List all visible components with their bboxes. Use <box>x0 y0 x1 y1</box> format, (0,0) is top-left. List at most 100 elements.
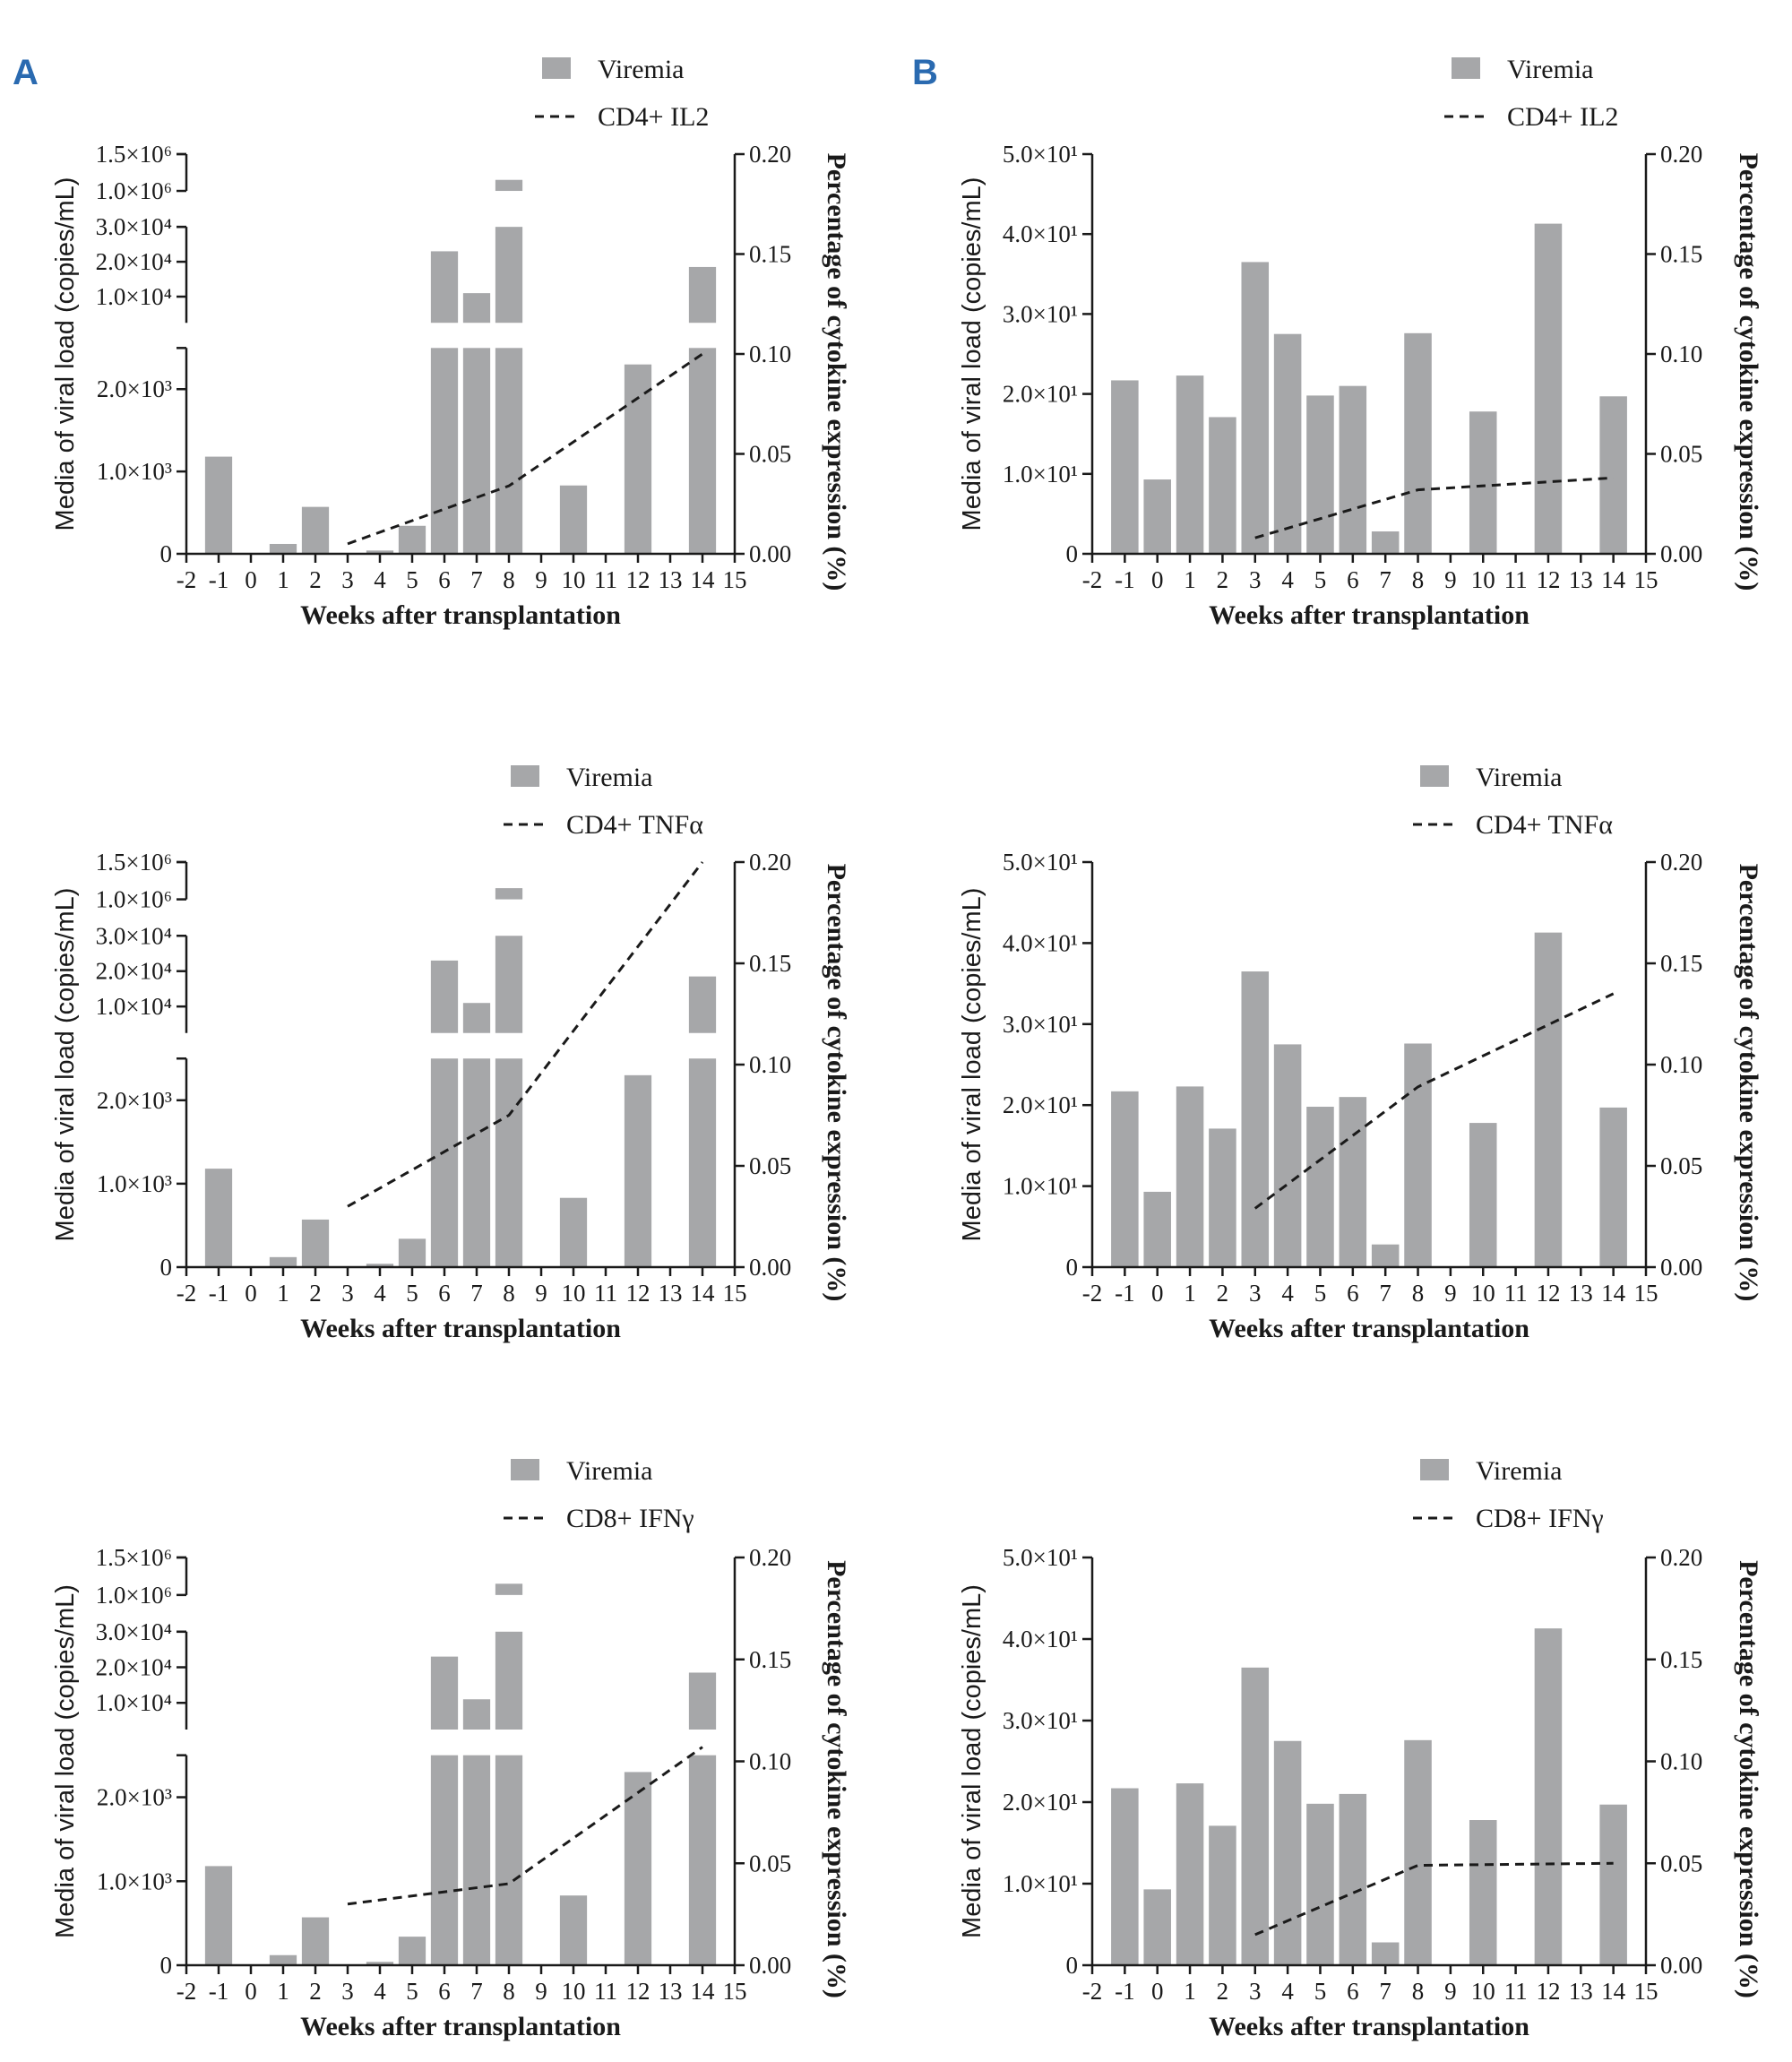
x-tick-label: 2 <box>309 566 322 593</box>
y2-axis-title: Percentage of cytokine expression (%) <box>822 864 851 1302</box>
viremia-bar <box>1339 1097 1367 1267</box>
viremia-bar <box>462 1755 491 1965</box>
x-tick-label: 13 <box>659 1978 683 2005</box>
x-tick-label: 11 <box>1504 566 1528 593</box>
x-tick-label: 14 <box>691 566 716 593</box>
legend-label-viremia: Viremia <box>566 763 653 792</box>
y2-axis-title: Percentage of cytokine expression (%) <box>822 153 851 591</box>
viremia-bar <box>1371 1942 1400 1965</box>
x-tick-label: 9 <box>535 1978 547 2005</box>
y-tick-label: 3.0×10¹ <box>1003 1707 1078 1734</box>
viremia-bar <box>204 1866 233 1965</box>
y-tick-label: 5.0×10¹ <box>1003 849 1078 876</box>
x-tick-label: 4 <box>1281 566 1294 593</box>
viremia-bar <box>1599 1804 1627 1965</box>
x-tick-label: 12 <box>1536 566 1560 593</box>
x-tick-label: -2 <box>1082 1280 1103 1307</box>
y2-axis-title: Percentage of cytokine expression (%) <box>1734 1560 1763 1998</box>
x-tick-label: 11 <box>594 1978 617 2005</box>
legend-swatch-viremia <box>1420 765 1449 787</box>
viremia-bar <box>269 1256 297 1267</box>
y-tick-label: 1.5×10⁶ <box>96 1544 172 1571</box>
viremia-bar <box>1404 1739 1432 1965</box>
y-tick-label: 1.0×10³ <box>97 458 172 485</box>
x-tick-label: 7 <box>470 1280 483 1307</box>
y-tick-label: 0 <box>1066 1254 1079 1281</box>
viremia-bar <box>624 1074 652 1267</box>
y-tick-label: 4.0×10¹ <box>1003 1626 1078 1652</box>
y-tick-label: 3.0×10⁴ <box>96 922 172 949</box>
viremia-bar <box>1111 380 1139 554</box>
viremia-bar <box>430 251 459 324</box>
viremia-bar <box>1371 531 1400 554</box>
x-tick-label: 3 <box>1249 566 1262 593</box>
x-tick-label: -1 <box>1115 1280 1135 1307</box>
x-tick-label: 5 <box>406 566 418 593</box>
x-tick-label: 12 <box>626 1280 650 1307</box>
cytokine-line <box>1254 992 1615 1210</box>
viremia-bar <box>204 456 233 554</box>
x-tick-label: -1 <box>209 1280 229 1307</box>
x-tick-label: 0 <box>245 1978 257 2005</box>
y-tick-label: 2.0×10³ <box>97 1087 172 1114</box>
y2-tick-label: 0.20 <box>749 141 791 168</box>
x-tick-label: 11 <box>594 566 617 593</box>
x-tick-label: 2 <box>309 1978 322 2005</box>
y2-tick-label: 0.00 <box>1660 540 1702 567</box>
y-axis-title: Media of viral load (copies/mL) <box>958 888 986 1242</box>
x-tick-label: 4 <box>1281 1978 1294 2005</box>
y-tick-label: 1.0×10⁶ <box>96 1582 172 1609</box>
cytokine-line <box>347 352 703 546</box>
x-tick-label: 7 <box>1379 1280 1391 1307</box>
x-tick-label: -1 <box>1115 1978 1135 2005</box>
x-tick-label: 11 <box>1504 1280 1528 1307</box>
y2-tick-label: 0.05 <box>1660 441 1702 468</box>
x-tick-label: 5 <box>1314 1978 1327 2005</box>
x-tick-label: 1 <box>1184 1978 1196 2005</box>
viremia-bar <box>430 1656 459 1730</box>
viremia-bar <box>495 348 523 554</box>
x-tick-label: 3 <box>1249 1978 1262 2005</box>
x-tick-label: 9 <box>535 566 547 593</box>
viremia-bar <box>1209 1128 1236 1267</box>
viremia-bar <box>495 1583 523 1595</box>
legend-label-viremia: Viremia <box>1476 763 1563 792</box>
viremia-bar <box>430 348 459 554</box>
x-tick-label: 10 <box>1471 1978 1495 2005</box>
y2-tick-label: 0.10 <box>749 341 791 367</box>
y2-tick-label: 0.20 <box>1660 141 1702 168</box>
viremia-bar <box>1534 223 1563 554</box>
viremia-bar <box>1176 1086 1204 1267</box>
viremia-bar <box>1176 1783 1204 1965</box>
viremia-bar <box>301 506 330 554</box>
x-tick-label: 9 <box>1444 1978 1457 2005</box>
x-tick-label: 5 <box>406 1978 418 2005</box>
x-tick-label: 13 <box>1569 1280 1593 1307</box>
y-tick-label: 1.0×10¹ <box>1003 1173 1078 1200</box>
viremia-bar <box>462 293 491 324</box>
x-tick-label: 9 <box>535 1280 547 1307</box>
y2-tick-label: 0.10 <box>749 1051 791 1078</box>
viremia-bar <box>1339 1793 1367 1965</box>
viremia-bar <box>688 976 717 1033</box>
y2-tick-label: 0.15 <box>1660 241 1702 268</box>
x-tick-label: 8 <box>503 1978 515 2005</box>
viremia-bar <box>1599 1107 1627 1267</box>
x-tick-label: 9 <box>1444 566 1457 593</box>
y2-tick-label: 0.10 <box>749 1748 791 1775</box>
x-tick-label: -2 <box>1082 1978 1103 2005</box>
legend-label-line: CD8+ IFNγ <box>1476 1504 1604 1533</box>
legend-label-line: CD8+ IFNγ <box>566 1504 694 1533</box>
viremia-bar <box>688 266 717 324</box>
x-tick-label: -2 <box>177 1280 197 1307</box>
y2-tick-label: 0.00 <box>749 540 791 567</box>
x-tick-label: 9 <box>1444 1280 1457 1307</box>
y-tick-label: 1.5×10⁶ <box>96 141 172 168</box>
viremia-bar <box>495 1058 523 1267</box>
x-tick-label: 15 <box>1634 1978 1658 2005</box>
legend-label-line: CD4+ TNFα <box>566 810 703 840</box>
x-tick-label: 4 <box>1281 1280 1294 1307</box>
viremia-bar <box>398 1937 426 1965</box>
x-tick-label: 6 <box>1347 1280 1359 1307</box>
